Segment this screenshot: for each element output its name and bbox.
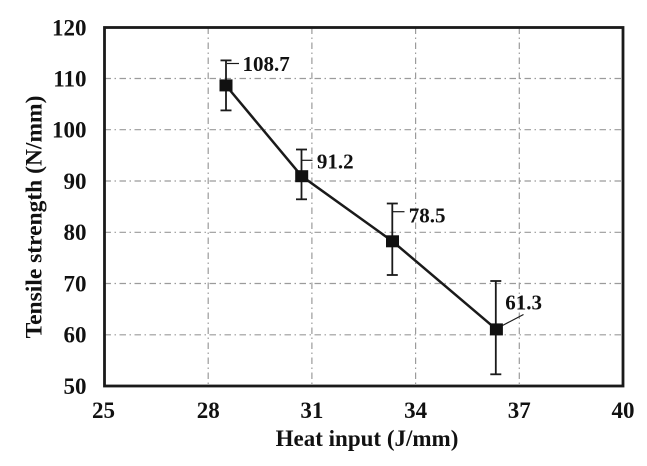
svg-text:120: 120 (52, 15, 87, 40)
svg-text:90: 90 (64, 169, 87, 194)
svg-text:40: 40 (612, 398, 635, 423)
svg-text:37: 37 (508, 398, 531, 423)
svg-text:25: 25 (92, 398, 115, 423)
svg-text:Heat input (J/mm): Heat input (J/mm) (276, 426, 459, 451)
svg-text:60: 60 (64, 323, 87, 348)
svg-text:34: 34 (404, 398, 428, 423)
svg-text:91.2: 91.2 (317, 150, 354, 174)
svg-text:100: 100 (52, 118, 87, 143)
svg-text:50: 50 (64, 374, 87, 399)
svg-text:80: 80 (64, 220, 87, 245)
svg-text:31: 31 (300, 398, 323, 423)
svg-text:28: 28 (197, 398, 220, 423)
svg-text:70: 70 (64, 271, 87, 296)
svg-text:Tensile strength (N/mm): Tensile strength (N/mm) (22, 96, 48, 339)
svg-text:108.7: 108.7 (243, 52, 290, 76)
svg-text:110: 110 (53, 66, 86, 91)
svg-text:61.3: 61.3 (505, 291, 542, 315)
svg-text:78.5: 78.5 (409, 203, 446, 227)
